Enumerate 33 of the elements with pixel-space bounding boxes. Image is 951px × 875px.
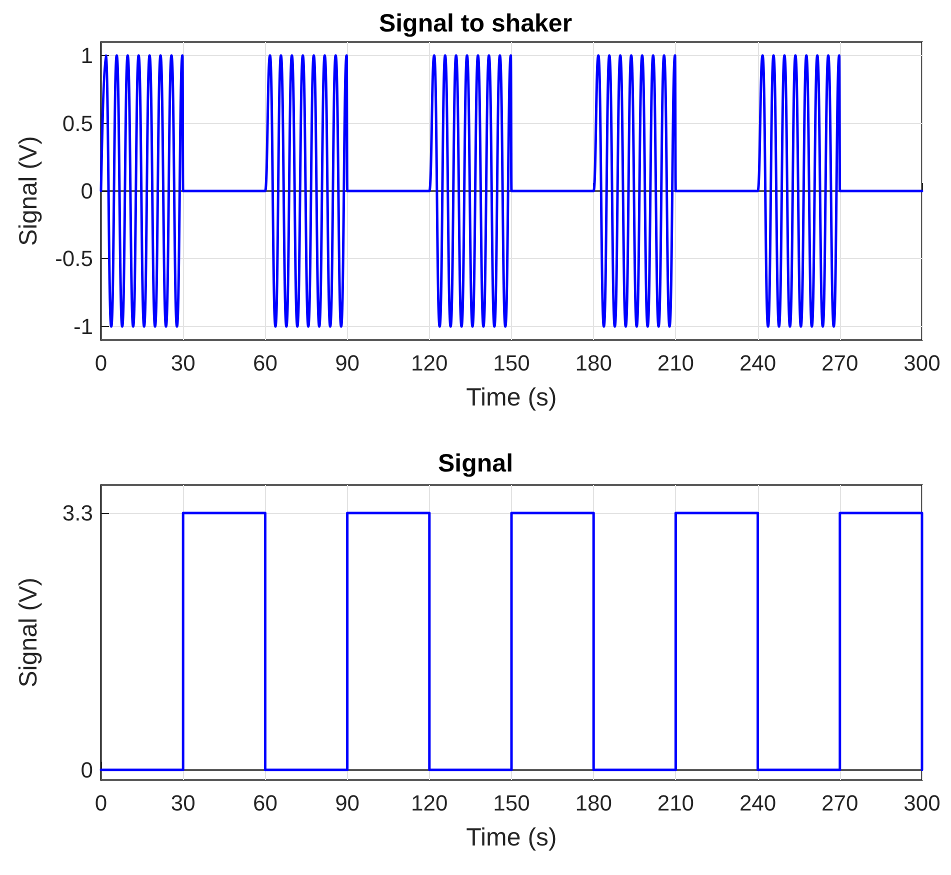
x-tick-label: 30 (170, 790, 196, 816)
x-tick-label: 60 (252, 350, 278, 376)
x-tick-label: 210 (657, 790, 694, 816)
y-tick-label: 1 (80, 43, 93, 68)
y-tick-label: 0.5 (62, 110, 93, 136)
x-tick-label: 240 (739, 790, 776, 816)
chart-title: Signal to shaker (378, 10, 572, 38)
x-tick-label: 150 (493, 790, 530, 816)
x-tick-label: 270 (822, 790, 858, 816)
y-tick-label: -1 (73, 314, 93, 339)
x-tick-label: 150 (493, 350, 530, 376)
chart-title: Signal (438, 450, 514, 478)
x-axis-title: Time (s) (466, 384, 557, 412)
x-tick-label: 180 (575, 350, 612, 376)
y-axis-title: Signal (V) (14, 136, 42, 246)
x-tick-label: 30 (170, 350, 196, 376)
x-tick-label: 90 (335, 790, 360, 816)
y-tick-label: 3.3 (62, 500, 93, 526)
y-tick-label: -0.5 (55, 246, 93, 272)
y-tick-label: 0 (80, 757, 93, 782)
x-tick-label: 120 (411, 350, 448, 376)
y-tick-label: 0 (80, 178, 93, 204)
x-axis-title: Time (s) (466, 824, 557, 852)
x-tick-label: 240 (739, 350, 776, 376)
x-tick-label: 300 (904, 790, 940, 816)
x-tick-label: 60 (252, 790, 278, 816)
y-axis-title: Signal (V) (14, 578, 42, 688)
x-tick-label: 180 (575, 790, 612, 816)
x-tick-label: 120 (411, 790, 448, 816)
x-tick-label: 270 (822, 350, 858, 376)
x-tick-label: 210 (657, 350, 694, 376)
x-tick-label: 90 (335, 350, 360, 376)
x-tick-label: 300 (904, 350, 940, 376)
